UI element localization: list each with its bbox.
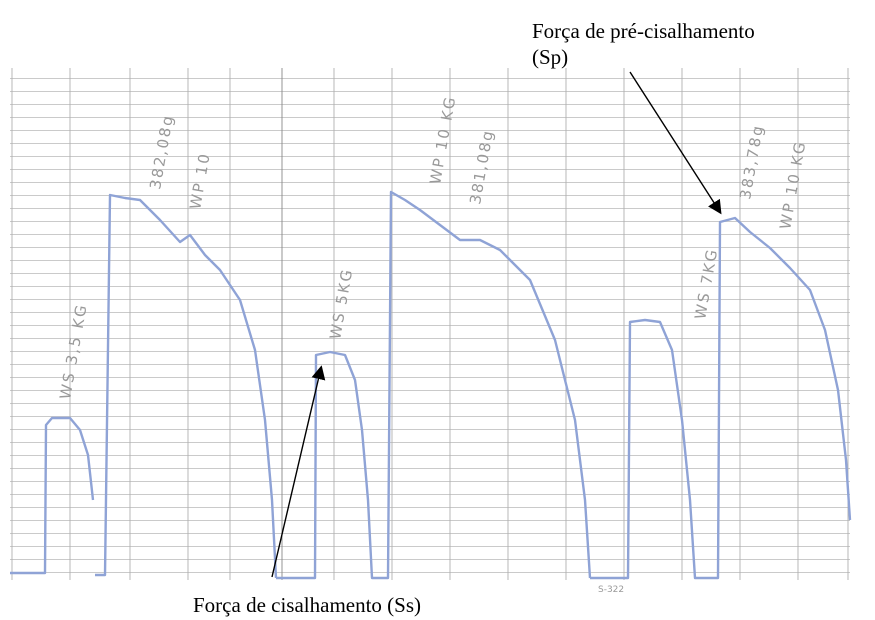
annotation: Força de pré-cisalhamento (532, 19, 755, 43)
chart-paper (10, 68, 850, 580)
recorder-trace (10, 190, 852, 580)
arrow (629, 71, 722, 215)
sheet-number: S-322 (598, 585, 624, 595)
annotation: Força de cisalhamento (Ss) (193, 593, 421, 617)
arrow (271, 365, 326, 578)
annotations: Força de pré-cisalhamento (Sp) Força de … (193, 19, 755, 617)
annotation: (Sp) (532, 45, 568, 69)
